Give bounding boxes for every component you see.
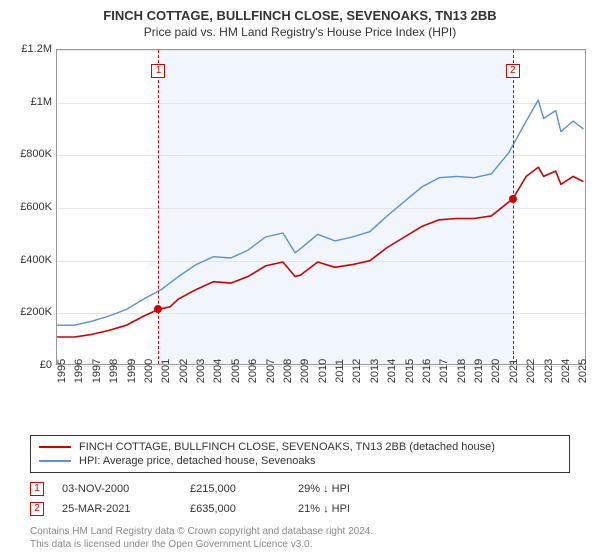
chart-title: FINCH COTTAGE, BULLFINCH CLOSE, SEVENOAK… <box>0 0 600 23</box>
legend-label: FINCH COTTAGE, BULLFINCH CLOSE, SEVENOAK… <box>79 441 495 453</box>
y-tick-label: £1.2M <box>10 43 52 55</box>
y-tick-label: £800K <box>10 148 52 160</box>
sale-price: £635,000 <box>190 503 280 515</box>
sale-row: 2 25-MAR-2021 £635,000 21% ↓ HPI <box>30 499 570 519</box>
sale-row: 1 03-NOV-2000 £215,000 29% ↓ HPI <box>30 479 570 499</box>
y-tick-label: £0 <box>10 359 52 371</box>
y-tick-label: £600K <box>10 201 52 213</box>
sale-date: 25-MAR-2021 <box>62 503 172 515</box>
event-badge: 1 <box>151 64 165 78</box>
sale-price: £215,000 <box>190 483 280 495</box>
sale-badge: 1 <box>30 482 44 496</box>
y-tick-label: £200K <box>10 306 52 318</box>
plot-area: 12 <box>56 49 586 365</box>
y-tick-label: £1M <box>10 96 52 108</box>
sale-date: 03-NOV-2000 <box>62 483 172 495</box>
sale-badge: 2 <box>30 502 44 516</box>
sale-dot <box>509 195 517 203</box>
sales-table: 1 03-NOV-2000 £215,000 29% ↓ HPI 2 25-MAR-202… <box>30 479 570 519</box>
y-tick-label: £400K <box>10 254 52 266</box>
series-line <box>57 167 584 337</box>
sale-dot <box>154 305 162 313</box>
legend-swatch <box>39 460 71 462</box>
footer-line: Contains HM Land Registry data © Crown c… <box>30 525 570 538</box>
event-badge: 2 <box>506 64 520 78</box>
footer-line: This data is licensed under the Open Gov… <box>30 538 570 551</box>
legend-label: HPI: Average price, detached house, Seve… <box>79 455 315 467</box>
sale-diff: 29% ↓ HPI <box>298 483 418 495</box>
footer: Contains HM Land Registry data © Crown c… <box>30 525 570 551</box>
series-svg <box>57 50 587 366</box>
series-line <box>57 100 584 325</box>
legend-swatch <box>39 446 71 448</box>
x-tick-label: 2025 <box>577 359 600 383</box>
legend-item: FINCH COTTAGE, BULLFINCH CLOSE, SEVENOAK… <box>39 440 561 454</box>
chart-subtitle: Price paid vs. HM Land Registry's House … <box>0 23 600 45</box>
legend: FINCH COTTAGE, BULLFINCH CLOSE, SEVENOAK… <box>30 435 570 473</box>
sale-diff: 21% ↓ HPI <box>298 503 418 515</box>
chart-area: £0£200K£400K£600K£800K£1M£1.2M 12 199519… <box>10 45 590 405</box>
legend-item: HPI: Average price, detached house, Seve… <box>39 454 561 468</box>
